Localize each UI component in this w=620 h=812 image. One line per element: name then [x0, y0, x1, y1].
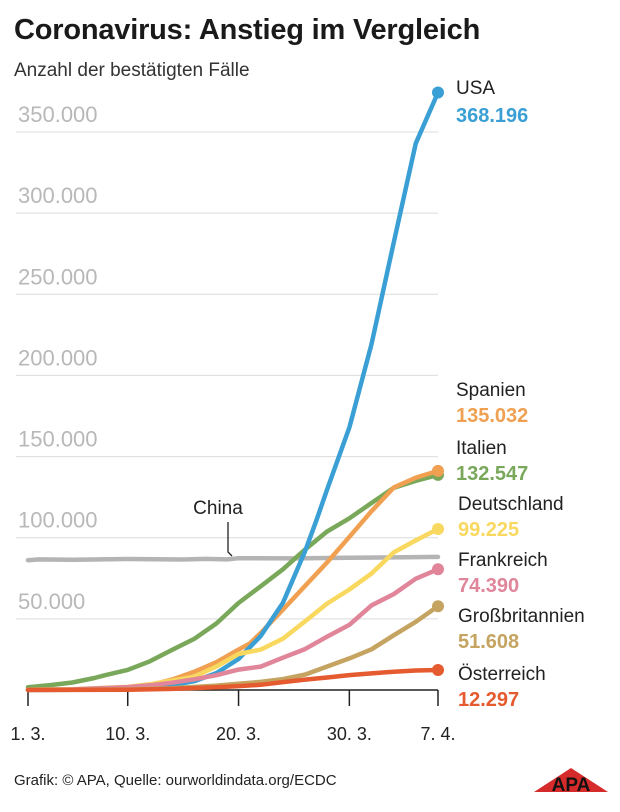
end-marker-deutschland — [432, 522, 444, 535]
apa-logo: APA — [534, 768, 608, 796]
series-label-österreich: Österreich — [458, 664, 546, 685]
series-line-italien — [25, 472, 441, 690]
series-value-frankreich: 74.390 — [458, 575, 519, 597]
end-marker-frankreich — [432, 563, 444, 576]
series-label-china: China — [193, 498, 243, 519]
end-marker-großbritannien — [432, 600, 444, 613]
end-marker-österreich — [432, 664, 444, 677]
series-value-spanien: 135.032 — [456, 405, 528, 427]
china-leader-line — [227, 522, 233, 557]
series-label-deutschland: Deutschland — [458, 494, 564, 515]
series-value-usa: 368.196 — [456, 105, 528, 127]
series-line-österreich — [25, 667, 441, 693]
series-value-österreich: 12.297 — [458, 689, 519, 711]
series-label-großbritannien: Großbritannien — [458, 606, 585, 627]
y-tick-label: 100.000 — [18, 508, 98, 533]
series-value-großbritannien: 51.608 — [458, 631, 519, 653]
x-tick-label: 10. 3. — [105, 724, 150, 744]
series-line-china — [25, 554, 441, 563]
x-tick-label: 1. 3. — [10, 724, 45, 744]
series-value-italien: 132.547 — [456, 463, 528, 485]
y-tick-label: 300.000 — [18, 183, 98, 208]
series-line-frankreich — [25, 567, 441, 693]
series-line-usa — [25, 90, 441, 693]
series-label-italien: Italien — [456, 438, 507, 459]
chart-subtitle: Anzahl der bestätigten Fälle — [14, 60, 250, 81]
y-tick-label: 250.000 — [18, 264, 98, 289]
y-tick-label: 350.000 — [18, 102, 98, 127]
y-tick-label: 200.000 — [18, 345, 98, 370]
apa-logo-text: APA — [552, 775, 591, 796]
y-tick-label: 50.000 — [18, 589, 85, 614]
series-label-spanien: Spanien — [456, 380, 526, 401]
series-label-usa: USA — [456, 78, 495, 99]
x-tick-label: 20. 3. — [216, 724, 261, 744]
chart-title: Coronavirus: Anstieg im Vergleich — [14, 14, 481, 46]
end-marker-usa — [432, 86, 444, 99]
series-value-deutschland: 99.225 — [458, 519, 519, 541]
y-tick-label: 150.000 — [18, 427, 98, 452]
end-marker-spanien — [432, 464, 444, 477]
x-tick-label: 7. 4. — [420, 724, 455, 744]
apa-logo-triangle — [534, 768, 608, 792]
series-label-frankreich: Frankreich — [458, 550, 548, 571]
source-credit: Grafik: © APA, Quelle: ourworldindata.or… — [14, 772, 337, 789]
x-tick-label: 30. 3. — [327, 724, 372, 744]
